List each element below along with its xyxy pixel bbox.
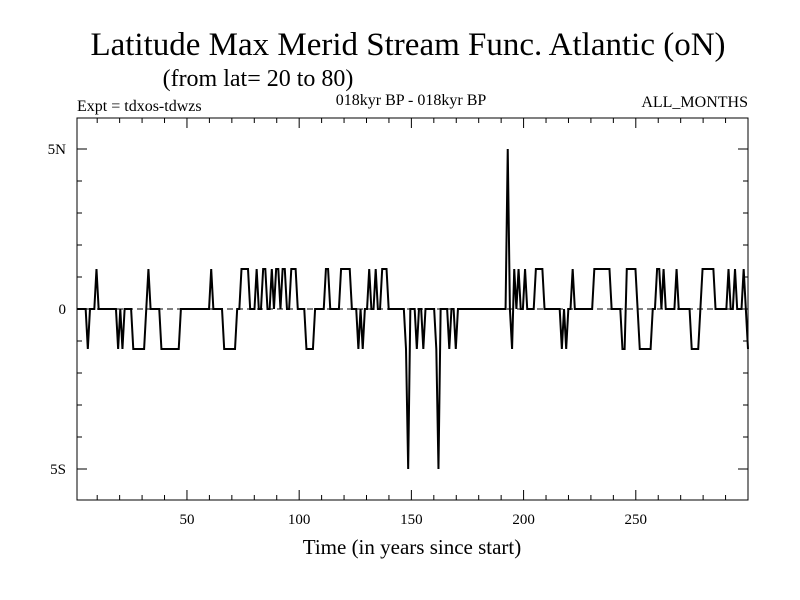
x-minor-ticks: [96, 118, 727, 500]
y-tick-label: 0: [59, 302, 67, 318]
y-axis-ticks: 5N 0 5S: [48, 142, 748, 478]
expt-label: Expt = tdxos-tdwzs: [77, 98, 202, 115]
x-tick-label: 150: [400, 512, 423, 528]
y-tick-label: 5S: [50, 462, 66, 478]
series-line: [77, 148, 749, 470]
x-axis-title: Time (in years since start): [303, 535, 522, 559]
y-tick-label: 5N: [48, 142, 67, 158]
x-tick-label: 200: [512, 512, 535, 528]
x-tick-label: 100: [288, 512, 311, 528]
months-label: ALL_MONTHS: [641, 94, 748, 111]
chart-title: Latitude Max Merid Stream Func. Atlantic…: [90, 27, 725, 63]
x-tick-label: 50: [179, 512, 194, 528]
x-axis-ticks: 50 100 150 200 250: [179, 118, 647, 528]
chart-subtitle: (from lat= 20 to 80): [163, 66, 354, 92]
x-tick-label: 250: [625, 512, 648, 528]
period-label: 018kyr BP - 018kyr BP: [336, 92, 487, 109]
